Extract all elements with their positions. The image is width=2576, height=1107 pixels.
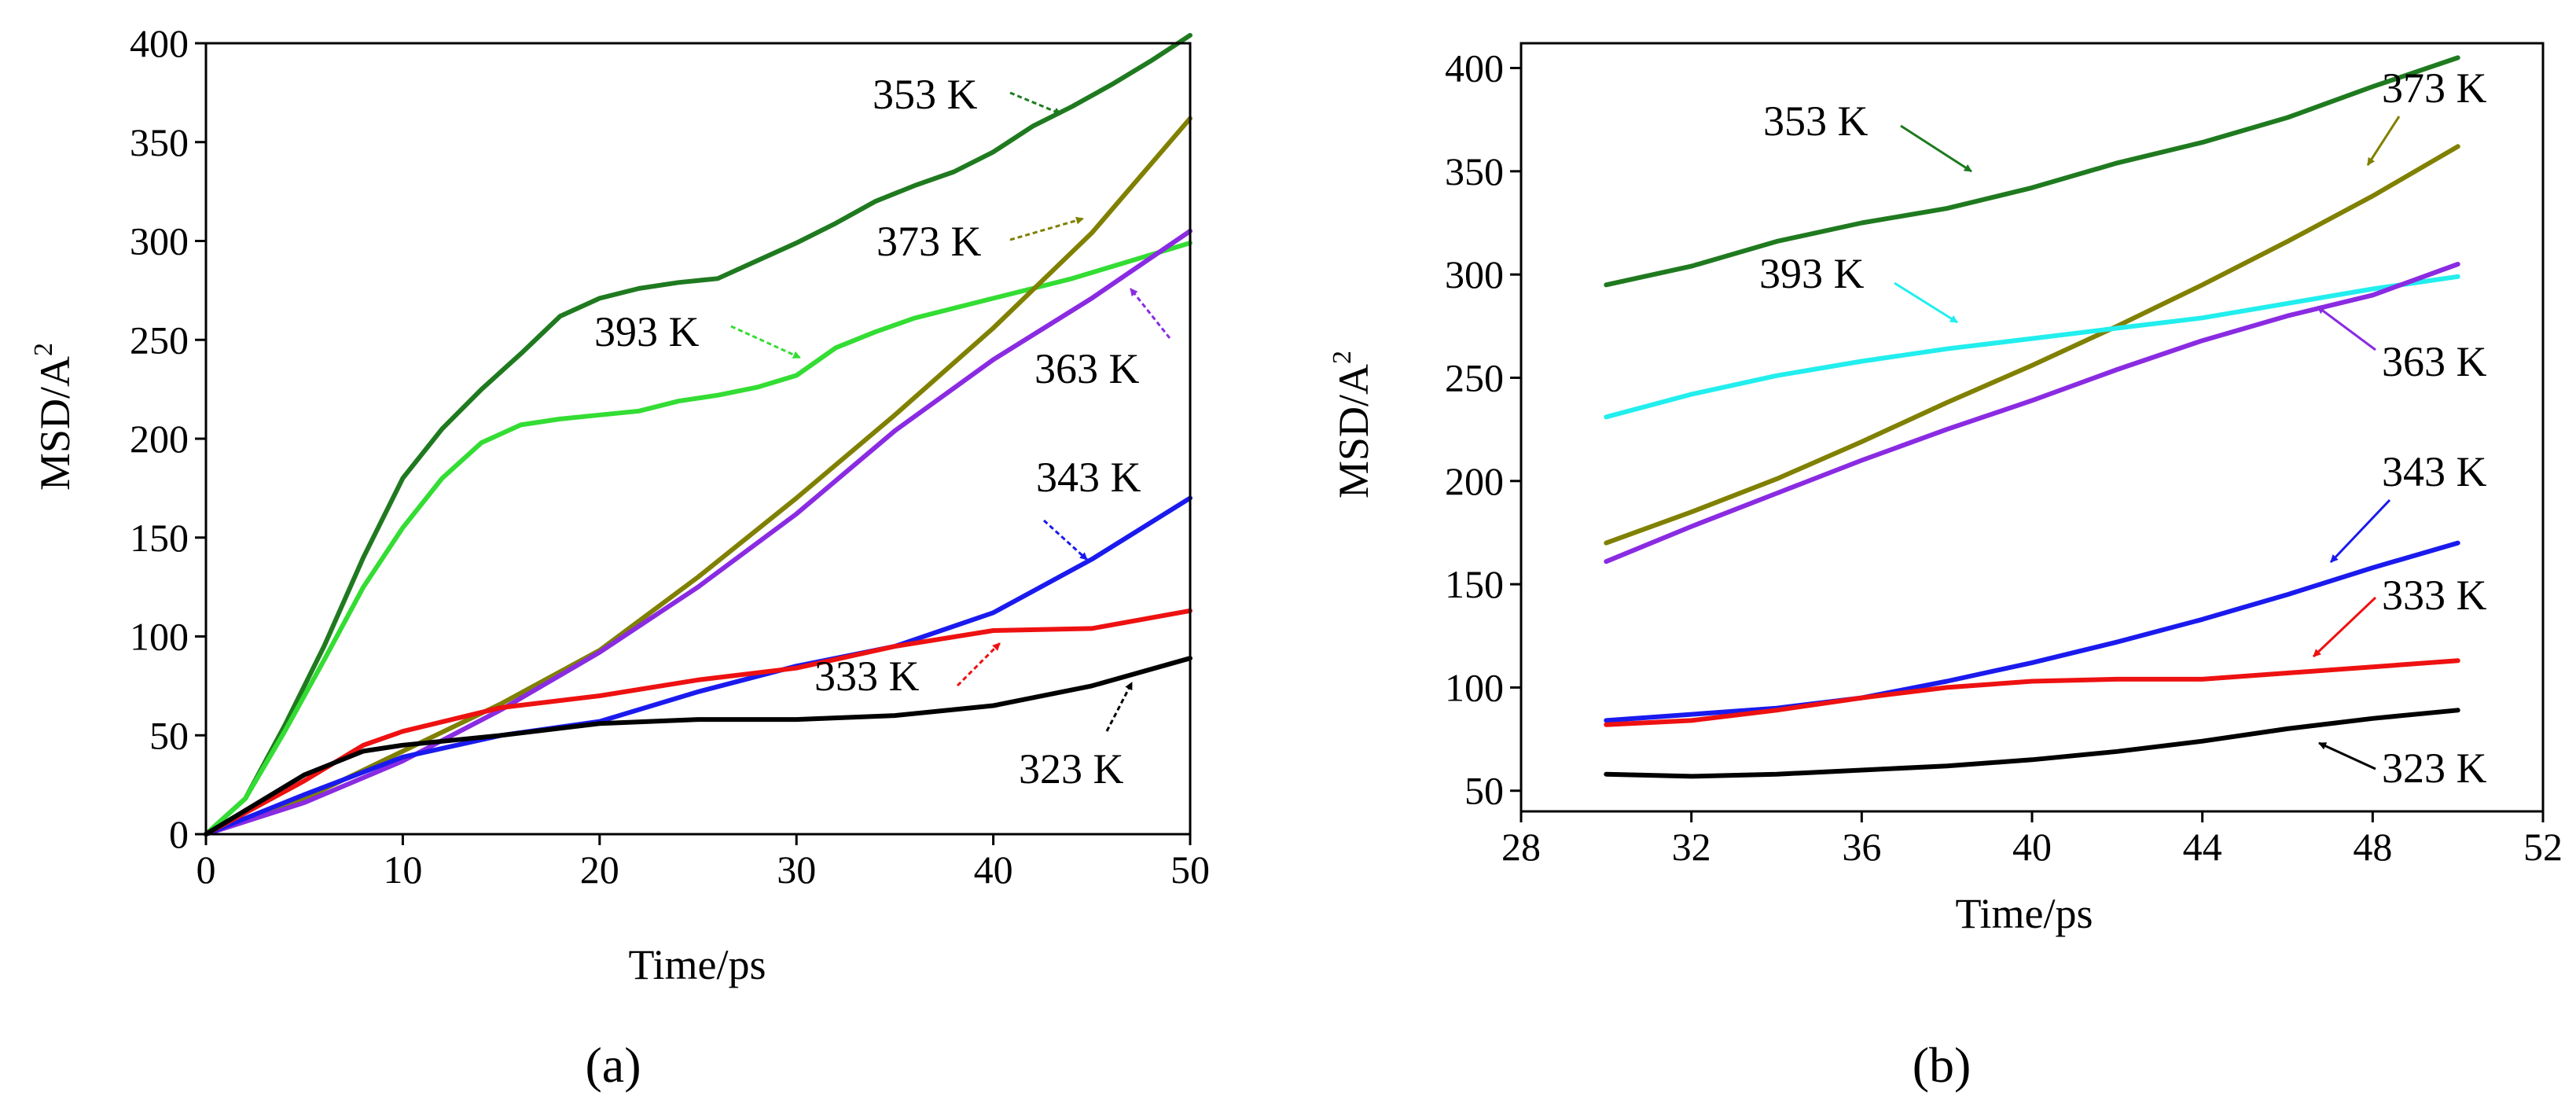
panel-b-y-tick-label: 50 bbox=[1464, 769, 1504, 813]
label-343K-b: 343 K bbox=[2382, 448, 2487, 495]
panel-b-y-tick-label: 250 bbox=[1445, 355, 1504, 399]
panel-b-series-lines bbox=[1604, 55, 2460, 779]
panel-b-x-tick-label: 32 bbox=[1672, 825, 1711, 869]
panel-b-y-tick-label: 300 bbox=[1445, 252, 1504, 296]
series-line-353K-a bbox=[204, 32, 1192, 837]
panel-a-label: (a) bbox=[585, 1037, 641, 1093]
series-line-343K-a bbox=[204, 495, 1192, 837]
series-line-333K-a bbox=[204, 608, 1192, 837]
panel-b-x-axis-title: Time/ps bbox=[1955, 890, 2093, 937]
panel-b-y-tick-label: 200 bbox=[1445, 459, 1504, 503]
label-343K-a: 343 K bbox=[1036, 454, 1141, 501]
label-323K-b: 323 K bbox=[2382, 745, 2487, 792]
panel-b-label: (b) bbox=[1913, 1037, 1972, 1093]
arrow-363K-b bbox=[2317, 305, 2376, 351]
arrow-353K-b bbox=[1900, 124, 1972, 173]
series-line-323K-b bbox=[1604, 708, 2460, 779]
series-line-393K-b bbox=[1604, 274, 2460, 420]
panel-a-y-tick-label: 200 bbox=[130, 417, 189, 461]
arrow-393K-b bbox=[1894, 281, 1958, 324]
panel-b-y-tick-label: 350 bbox=[1445, 149, 1504, 193]
panel-b-x-tick-label: 28 bbox=[1501, 825, 1541, 869]
series-line-363K-a bbox=[204, 228, 1192, 837]
panel-b-x-tick-label: 52 bbox=[2523, 825, 2563, 869]
label-363K-a: 363 K bbox=[1034, 345, 1140, 392]
arrow-323K-b bbox=[2318, 741, 2376, 770]
panel-b-y-tick-label: 100 bbox=[1445, 665, 1504, 709]
panel-a-x-tick-label: 0 bbox=[197, 848, 216, 892]
label-353K-b: 353 K bbox=[1763, 97, 1869, 145]
arrow-373K-b bbox=[2366, 116, 2401, 166]
label-323K-a: 323 K bbox=[1019, 745, 1124, 793]
label-333K-b: 333 K bbox=[2382, 572, 2487, 619]
arrow-353K-a bbox=[1009, 91, 1062, 116]
arrow-333K-b bbox=[2312, 596, 2377, 658]
panel-b-y-tick-label: 400 bbox=[1445, 46, 1504, 90]
panel-a-y-tick-label: 250 bbox=[130, 318, 189, 362]
panel-a-y-tick-label: 0 bbox=[169, 812, 189, 856]
arrow-393K-a bbox=[730, 325, 801, 359]
label-363K-b: 363 K bbox=[2382, 338, 2487, 385]
panel-a-x-axis-title: Time/ps bbox=[628, 941, 766, 988]
panel-a-y-tick-label: 400 bbox=[130, 21, 189, 65]
panel-b-plot-frame bbox=[1520, 42, 2545, 813]
arrow-373K-a bbox=[1009, 216, 1084, 241]
panel-a-y-axis-title: MSD/A2 bbox=[29, 343, 79, 491]
panel-b-y-axis-title: MSD/A2 bbox=[1328, 351, 1377, 498]
label-353K-a: 353 K bbox=[873, 71, 978, 118]
label-393K-b: 393 K bbox=[1759, 250, 1865, 297]
panel-a-series-lines bbox=[204, 32, 1192, 837]
label-373K-a: 373 K bbox=[876, 218, 982, 265]
panel-a: 0 10 20 30 40 50 0 50 100 150 200 250 300 350 400 353 … bbox=[29, 21, 1210, 1093]
arrow-323K-a bbox=[1105, 682, 1134, 732]
series-line-393K-a bbox=[204, 241, 1192, 837]
panel-b-axis-ticks: 28 32 36 40 44 48 52 50 100 150 200 250 300 350 400 bbox=[1445, 46, 2563, 869]
panel-a-x-tick-label: 50 bbox=[1170, 848, 1210, 892]
series-line-333K-b bbox=[1604, 658, 2460, 727]
arrow-363K-a bbox=[1129, 288, 1171, 339]
panel-a-x-tick-label: 40 bbox=[974, 848, 1013, 892]
series-line-373K-b bbox=[1604, 144, 2460, 546]
arrow-343K-a bbox=[1042, 519, 1089, 561]
panel-b-y-tick-label: 150 bbox=[1445, 562, 1504, 606]
panel-a-x-tick-label: 10 bbox=[383, 848, 422, 892]
series-line-363K-b bbox=[1604, 262, 2460, 565]
panel-b: 28 32 36 40 44 48 52 50 100 150 200 250 300 350 400 35… bbox=[1328, 42, 2563, 1093]
series-line-353K-b bbox=[1604, 55, 2460, 288]
panel-a-y-tick-label: 300 bbox=[130, 219, 189, 263]
panel-b-x-tick-label: 36 bbox=[1842, 825, 1881, 869]
panel-a-plot-frame bbox=[204, 42, 1192, 836]
arrow-333K-a bbox=[956, 642, 1001, 687]
panel-a-y-tick-label: 150 bbox=[130, 516, 189, 560]
panel-b-x-tick-label: 40 bbox=[2012, 825, 2052, 869]
series-line-373K-a bbox=[204, 116, 1192, 837]
series-line-343K-b bbox=[1604, 540, 2460, 723]
panel-a-x-tick-label: 30 bbox=[777, 848, 816, 892]
label-333K-a: 333 K bbox=[814, 653, 920, 700]
label-393K-a: 393 K bbox=[594, 308, 700, 355]
label-373K-b: 373 K bbox=[2382, 64, 2487, 112]
panel-a-axis-ticks: 0 10 20 30 40 50 0 50 100 150 200 250 300 350 400 bbox=[130, 21, 1210, 892]
panel-b-x-tick-label: 48 bbox=[2353, 825, 2392, 869]
panel-a-y-tick-label: 350 bbox=[130, 120, 189, 164]
arrow-343K-b bbox=[2329, 498, 2391, 564]
panel-a-x-tick-label: 20 bbox=[580, 848, 619, 892]
panel-b-x-tick-label: 44 bbox=[2183, 825, 2222, 869]
panel-a-y-tick-label: 100 bbox=[130, 615, 189, 659]
panel-a-y-tick-label: 50 bbox=[149, 713, 189, 757]
series-line-323K-a bbox=[204, 656, 1192, 837]
